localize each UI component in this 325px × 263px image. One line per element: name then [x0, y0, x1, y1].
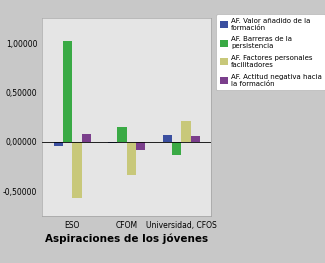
Bar	[117, 127, 127, 142]
Bar	[136, 142, 145, 150]
Bar	[181, 121, 190, 142]
Bar	[72, 142, 82, 198]
Bar	[172, 142, 181, 155]
Bar	[54, 142, 63, 146]
Bar	[82, 134, 91, 142]
X-axis label: Aspiraciones de los jóvenes: Aspiraciones de los jóvenes	[45, 234, 208, 244]
Bar	[163, 135, 172, 142]
Bar	[63, 41, 72, 142]
Bar	[108, 142, 117, 143]
Bar	[127, 142, 136, 175]
Bar	[190, 136, 200, 142]
Legend: AF. Valor añadido de la
formación, AF. Barreras de la
persistencia, AF. Factores: AF. Valor añadido de la formación, AF. B…	[216, 14, 325, 90]
